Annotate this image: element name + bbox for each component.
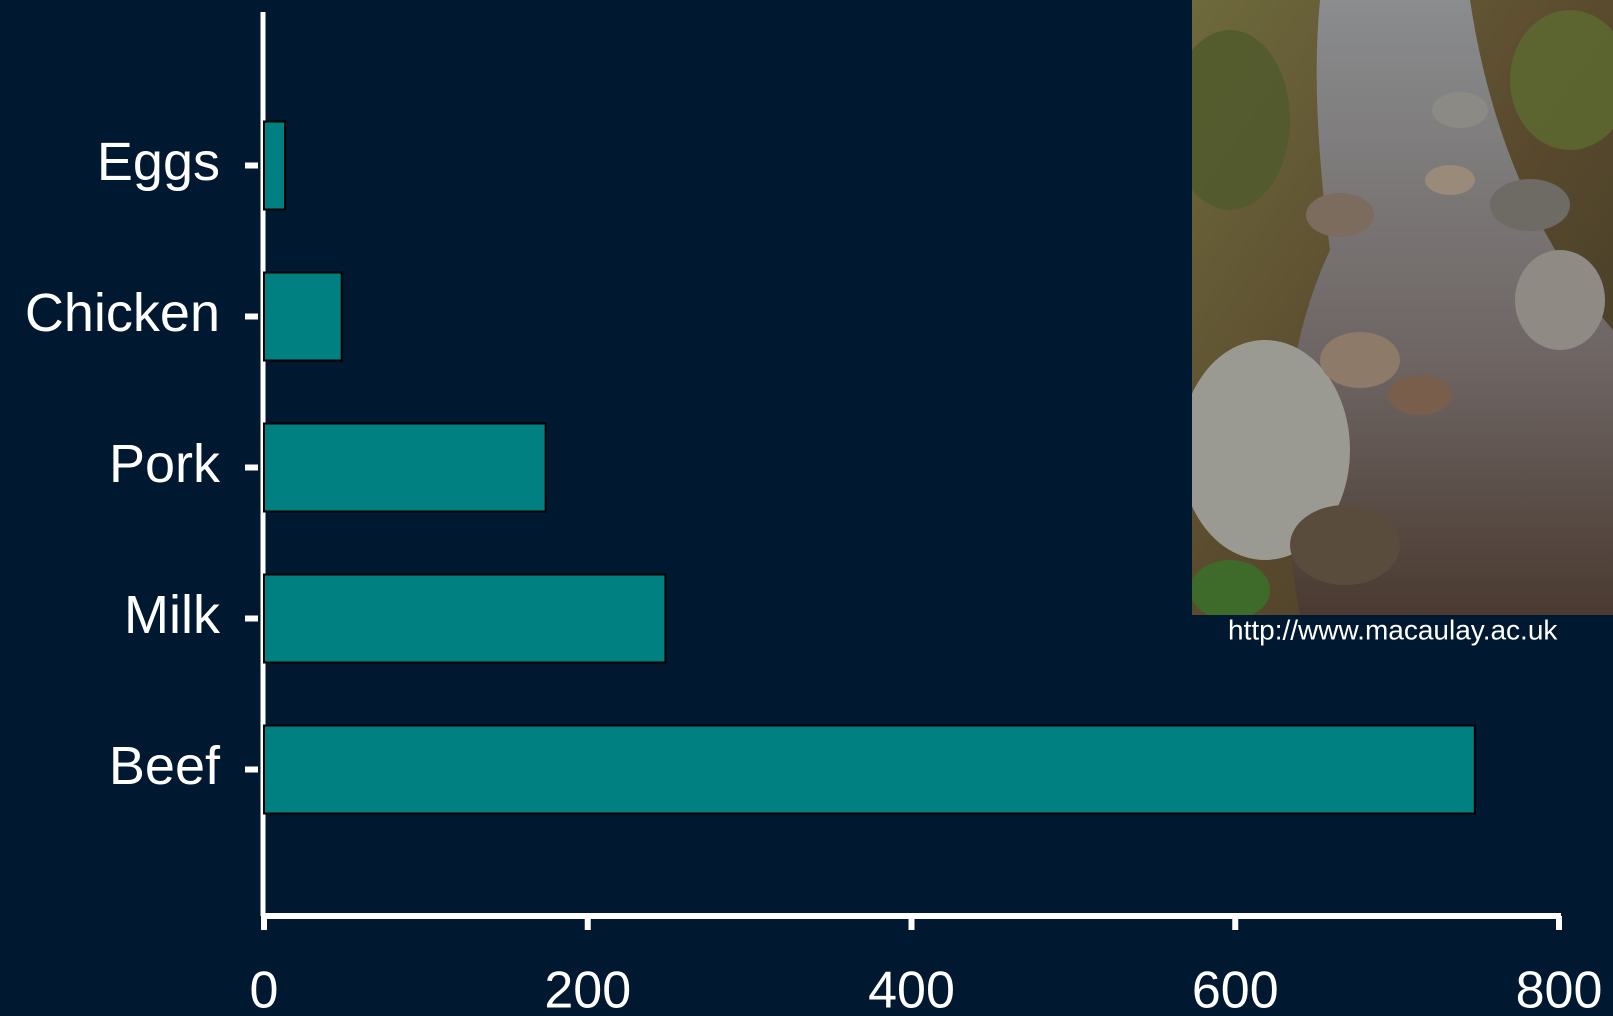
x-tick-label: 200 [544, 962, 631, 1016]
bar [263, 573, 667, 664]
photo [1192, 0, 1613, 615]
x-tick-label: 600 [1192, 962, 1279, 1016]
image-caption: http://www.macaulay.ac.uk [1228, 614, 1558, 645]
y-tick-label: Milk [124, 585, 221, 645]
bar [263, 422, 547, 513]
x-tick-label: 400 [868, 962, 955, 1016]
x-tick-label: 0 [250, 962, 279, 1016]
y-tick-label: Beef [109, 736, 221, 796]
bar [263, 271, 343, 362]
x-tick-label: 800 [1516, 962, 1603, 1016]
y-tick-label: Pork [109, 434, 221, 494]
y-tick-label: Chicken [25, 283, 220, 343]
bar [263, 724, 1476, 815]
y-tick-label: Eggs [97, 132, 220, 192]
bar [263, 120, 287, 211]
